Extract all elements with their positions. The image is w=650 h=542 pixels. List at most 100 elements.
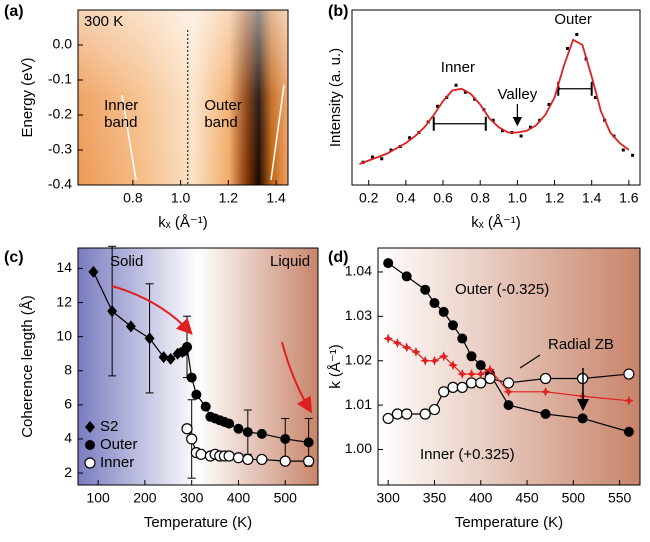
legend-marker [85,458,95,468]
annotation: Outer band [204,97,252,137]
panel-label: (c) [4,249,24,266]
x-tick-label: 1.2 [219,190,239,206]
point [631,154,634,157]
point [455,84,458,87]
x-tick-label: 500 [562,490,586,506]
annotation: Solid [110,253,143,270]
x-axis-label: Temperature (K) [144,514,252,531]
y-tick-label: -0.4 [48,176,72,192]
legend-label: Inner [100,454,134,471]
y-tick-label: 1.02 [345,351,372,367]
annotation: Valley [497,86,537,103]
point [476,360,486,370]
annotation: Liquid [270,253,310,270]
y-tick-label: 1.00 [345,440,372,456]
annotation: Outer band [204,97,252,131]
point [541,409,551,419]
point [624,369,634,379]
y-tick-label: 14 [56,259,72,275]
point [182,424,192,434]
point [429,298,439,308]
x-tick-label: 350 [423,490,447,506]
point [467,351,477,361]
x-axis-label: Temperature (K) [455,514,563,531]
point [304,437,314,447]
y-tick-label: 1.03 [345,307,372,323]
point [224,419,234,429]
point [467,378,477,388]
point [243,454,253,464]
point [304,456,314,466]
point [541,373,551,383]
y-tick-label: 12 [56,293,72,309]
point [504,378,514,388]
panel-label: (b) [328,3,348,20]
y-tick-label: 1.04 [345,263,372,279]
y-axis-label: Energy (eV) [19,57,36,137]
point [448,382,458,392]
y-axis-label: Coherence length (Å) [19,295,36,438]
point [622,149,625,152]
x-tick-label: 1.6 [619,190,639,206]
point [280,434,290,444]
point [485,373,495,383]
x-tick-label: 0.6 [433,190,453,206]
plots: (a)0.81.01.21.40.0-0.1-0.2-0.3-0.4kₓ (Å⁻… [4,3,640,531]
series-label: Radial ZB [548,336,614,353]
point [380,157,383,160]
point [439,387,449,397]
x-tick-label: 0.2 [359,190,379,206]
x-tick-label: 100 [86,490,110,506]
point [191,390,201,400]
series-label: Inner (+0.325) [420,446,515,463]
x-tick-label: 300 [377,490,401,506]
point [187,373,197,383]
point [233,424,243,434]
y-tick-label: -0.1 [48,71,72,87]
y-tick-label: -0.3 [48,141,72,157]
point [448,320,458,330]
series-label: Outer (-0.325) [455,281,549,298]
x-tick-label: 1.4 [582,190,602,206]
y-tick-label: -0.2 [48,106,72,122]
point [420,285,430,295]
y-axis-label: k (Å⁻¹) [327,344,344,389]
x-tick-label: 0.4 [396,190,416,206]
point [383,258,393,268]
point [504,400,514,410]
point [196,449,206,459]
point [257,454,267,464]
point [476,378,486,388]
x-tick-label: 400 [469,490,493,506]
point [392,409,402,419]
annotation: Outer [554,11,592,28]
y-tick-label: 1.01 [345,396,372,412]
x-tick-label: 1.0 [508,190,528,206]
y-tick-label: 4 [64,430,72,446]
point [578,413,588,423]
point [429,405,439,415]
point [201,402,211,412]
y-tick-label: 0.0 [53,36,73,52]
point [439,307,449,317]
x-tick-label: 0.8 [470,190,490,206]
y-tick-label: 2 [64,464,72,480]
point [257,429,267,439]
figure: (a)0.81.01.21.40.0-0.1-0.2-0.3-0.4kₓ (Å⁻… [0,0,650,542]
point [402,271,412,281]
legend-label: Outer [100,436,138,453]
y-tick-label: 6 [64,396,72,412]
annotation: Inner [441,59,475,76]
point [243,427,253,437]
point [383,413,393,423]
x-tick-label: 1.2 [545,190,565,206]
point [520,135,523,138]
x-tick-label: 500 [274,490,298,506]
x-tick-label: 1.0 [171,190,191,206]
legend-marker [85,440,95,450]
point [575,33,578,36]
